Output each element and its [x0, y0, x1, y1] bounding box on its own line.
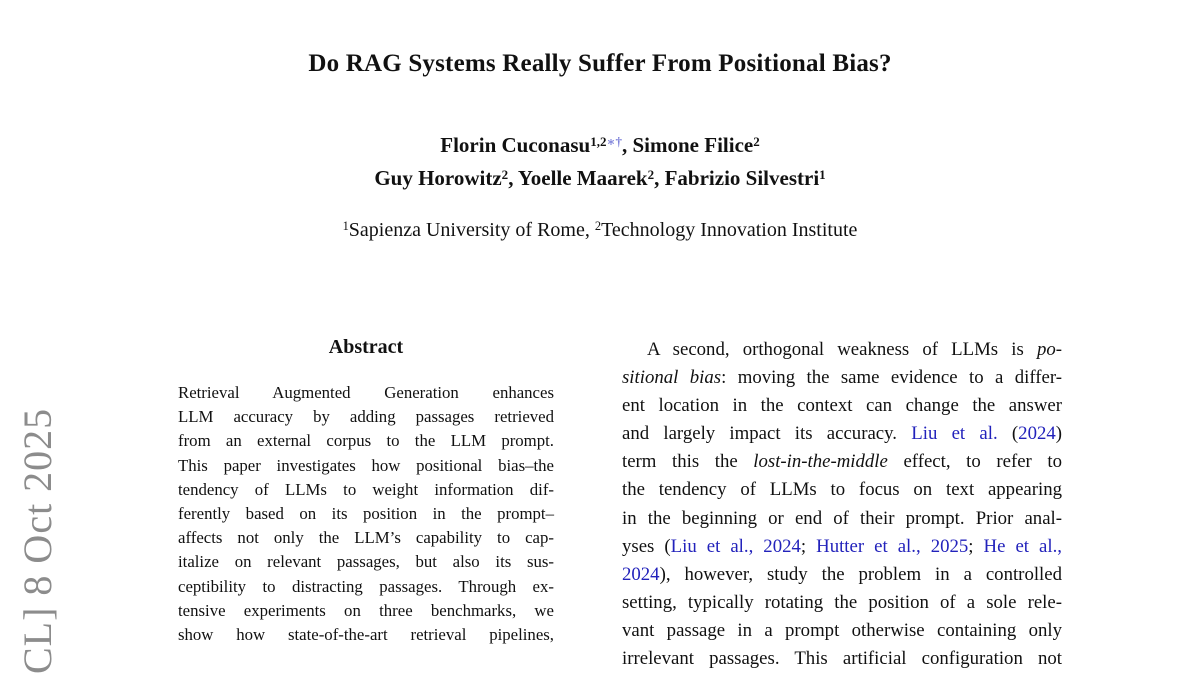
text-segment: A second, orthogonal weakness of LLMs is: [647, 339, 1037, 360]
text-segment: vant passage in a prompt otherwise conta…: [622, 619, 1062, 641]
body-text-line: ent location in the context can change t…: [622, 392, 1062, 420]
italic-text: po-: [1036, 339, 1062, 360]
author-line: Guy Horowitz2, Yoelle Maarek2, Fabrizio …: [0, 163, 1200, 196]
text-segment: irrelevant passages. This artificial con…: [622, 648, 1062, 670]
superscript: 2: [753, 134, 760, 150]
text-segment: italize on relevant passages, but also i…: [178, 552, 554, 572]
abstract-heading: Abstract: [328, 336, 404, 358]
text-segment: , Simone Filice: [622, 133, 754, 157]
text-segment: tendency of LLMs to weight information d…: [178, 479, 554, 499]
citation-link[interactable]: Hutter et al., 2025: [816, 535, 969, 557]
text-segment: ferently based on its position in the pr…: [178, 504, 554, 524]
text-segment: in the beginning or end of their prompt.…: [622, 507, 1062, 529]
affiliation-line: 1Sapienza University of Rome, 2Technolog…: [0, 217, 1200, 245]
abstract-text-line: tendency of LLMs to weight information d…: [178, 478, 554, 502]
text-segment: yses (: [622, 535, 671, 557]
abstract-text-line: LLM accuracy by adding passages retrieve…: [178, 405, 554, 429]
abstract-text-line: affects not only the LLM’s capability to…: [178, 526, 554, 550]
body-text-line: and largely impact its accuracy. Liu et …: [622, 420, 1062, 448]
author-line: Florin Cuconasu1,2∗†, Simone Filice2: [0, 130, 1200, 163]
text-segment: , Yoelle Maarek: [508, 166, 648, 190]
text-segment: LLM accuracy by adding passages retrieve…: [178, 407, 554, 427]
text-segment: Sapienza University of Rome,: [348, 219, 595, 241]
superscript: 1,2: [590, 134, 607, 150]
text-segment: ): [1055, 423, 1062, 445]
abstract-text-line: from an external corpus to the LLM promp…: [178, 429, 554, 453]
abstract-text-line: ferently based on its position in the pr…: [178, 502, 554, 526]
body-text-line: 2024), however, study the problem in a c…: [622, 561, 1062, 589]
paper-page: CL] 8 Oct 2025 Do RAG Systems Really Suf…: [0, 50, 1200, 674]
abstract-text-line: tensive experiments on three benchmarks,…: [178, 599, 554, 623]
text-segment: setting, typically rotating the position…: [622, 591, 1062, 613]
body-text-line: the tendency of LLMs to focus on text ap…: [622, 476, 1062, 504]
text-segment: (: [997, 423, 1019, 445]
text-segment: show how state-of-the-art retrieval pipe…: [178, 625, 554, 645]
body-text-line: vant passage in a prompt otherwise conta…: [622, 617, 1062, 645]
text-segment: This paper investigates how positional b…: [178, 455, 554, 475]
citation-link[interactable]: 2024: [622, 563, 660, 585]
text-segment: ;: [968, 535, 984, 557]
citation-link[interactable]: Liu et al., 2024: [670, 535, 801, 557]
abstract-text-line: show how state-of-the-art retrieval pipe…: [178, 623, 554, 647]
superscript: 1: [819, 167, 826, 183]
introduction-column: A second, orthogonal weakness of LLMs is…: [622, 336, 1062, 673]
text-segment: term this the: [622, 451, 754, 473]
superscript: 2: [647, 167, 655, 183]
citation-link[interactable]: 2024: [1018, 423, 1056, 445]
text-segment: Technology Innovation Institute: [601, 219, 858, 241]
superscript: 1: [342, 219, 349, 234]
footnote-marker: ∗†: [606, 134, 622, 150]
abstract-text-line: Retrieval Augmented Generation enhances: [178, 381, 554, 405]
page-title: Do RAG Systems Really Suffer From Positi…: [308, 50, 892, 77]
abstract-text: Retrieval Augmented Generation enhances L…: [178, 381, 554, 647]
text-segment: Florin Cuconasu: [440, 133, 591, 157]
text-segment: , Fabrizio Silvestri: [654, 166, 820, 190]
text-segment: ent location in the context can change t…: [622, 395, 1062, 417]
superscript: 2: [501, 167, 509, 183]
text-segment: the tendency of LLMs to focus on text ap…: [622, 479, 1062, 501]
text-segment: tensive experiments on three benchmarks,…: [178, 600, 554, 620]
text-segment: and largely impact its accuracy.: [622, 423, 912, 445]
body-text-line: sitional bias: moving the same evidence …: [622, 364, 1062, 392]
text-segment: Guy Horowitz: [374, 166, 502, 190]
text-segment: ), however, study the problem in a contr…: [659, 563, 1062, 585]
body-text-line: term this the lost-in-the-middle effect,…: [622, 448, 1062, 476]
superscript: 2: [594, 219, 602, 234]
abstract-text-line: italize on relevant passages, but also i…: [178, 550, 554, 574]
text-segment: Retrieval Augmented Generation enhances: [178, 383, 554, 402]
text-segment: effect, to refer to: [887, 451, 1062, 473]
text-segment: : moving the same evidence to a differ-: [721, 367, 1063, 389]
affiliation-block: 1Sapienza University of Rome, 2Technolog…: [0, 217, 1200, 245]
body-text-line: setting, typically rotating the position…: [622, 589, 1062, 617]
author-block: Florin Cuconasu1,2∗†, Simone Filice2 Guy …: [0, 130, 1200, 196]
text-segment: ceptibility to distracting passages. Thr…: [178, 576, 554, 596]
italic-text: sitional bias: [622, 367, 722, 389]
abstract-text-line: ceptibility to distracting passages. Thr…: [178, 575, 554, 599]
body-text-line: in the beginning or end of their prompt.…: [622, 505, 1062, 533]
citation-link[interactable]: He et al.,: [983, 535, 1062, 557]
text-segment: from an external corpus to the LLM promp…: [178, 431, 554, 451]
body-text-line: yses (Liu et al., 2024; Hutter et al., 2…: [622, 533, 1062, 561]
text-segment: ;: [800, 535, 817, 557]
body-text-line: A second, orthogonal weakness of LLMs is…: [622, 336, 1062, 364]
citation-link[interactable]: Liu et al.: [911, 423, 998, 445]
arxiv-watermark: CL] 8 Oct 2025: [15, 407, 60, 674]
abstract-text-line: This paper investigates how positional b…: [178, 454, 554, 478]
italic-text: lost-in-the-middle: [753, 451, 888, 473]
body-text-line: irrelevant passages. This artificial con…: [622, 645, 1062, 673]
text-segment: affects not only the LLM’s capability to…: [178, 528, 554, 548]
